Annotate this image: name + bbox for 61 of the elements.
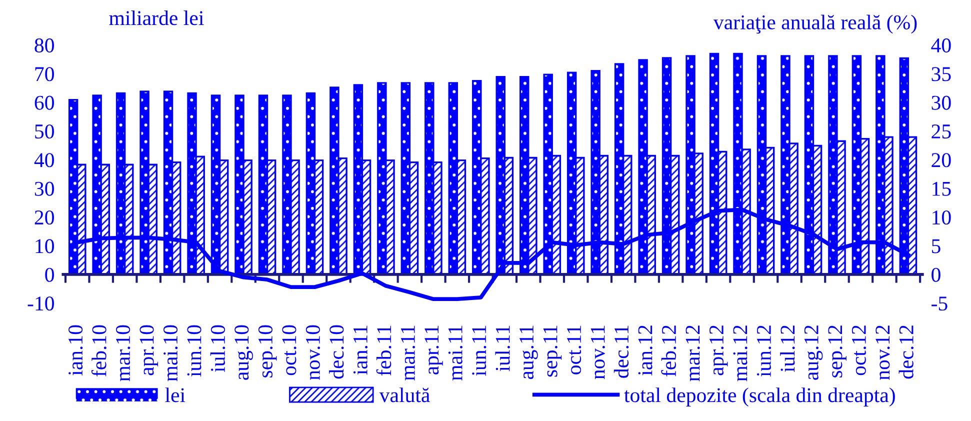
- x-tick-label: nov.11: [590, 326, 605, 380]
- x-tick-label: mar.11: [400, 326, 416, 381]
- x-tick-label: iun.11: [472, 326, 486, 376]
- x-tick-label: dec.11: [614, 326, 629, 378]
- x-tick-label: aug.11: [520, 326, 538, 380]
- x-tick-label: aug.12: [804, 326, 823, 380]
- x-tick-label: mai.11: [448, 326, 462, 381]
- y-tick-label: 30: [34, 182, 54, 196]
- x-tick-label: iul.10: [210, 325, 226, 372]
- y-tick-label: 10: [36, 239, 54, 254]
- y2-tick-label: 5: [932, 239, 940, 254]
- x-tick-label: sep.12: [828, 326, 846, 378]
- x-tick-label: iul.12: [780, 326, 795, 372]
- x-tick-label: ian.12: [638, 326, 652, 376]
- x-tick-label: iul.11: [495, 326, 510, 372]
- x-tick-label: mai.12: [733, 326, 748, 382]
- x-tick-label: ian.11: [353, 326, 368, 375]
- x-tick-label: nov.12: [876, 326, 890, 380]
- x-tick-label: iun.10: [187, 325, 202, 377]
- y2-tick-label: 30: [932, 96, 951, 110]
- x-tick-label: mar.12: [686, 326, 700, 382]
- x-tick-label: aug.10: [234, 325, 253, 380]
- y-tick-label: 50: [35, 124, 54, 139]
- y-tick-label: 0: [45, 268, 54, 282]
- y2-tick-label: -5: [932, 296, 948, 311]
- legend-label: lei: [165, 388, 186, 402]
- y-tick-label: 60: [34, 96, 54, 110]
- y2-tick-label: 35: [932, 67, 951, 82]
- x-tick-label: apr.10: [140, 325, 158, 376]
- x-tick-label: apr.12: [710, 326, 728, 376]
- x-tick-label: sep.11: [543, 326, 562, 377]
- y-tick-label: -10: [28, 296, 54, 311]
- y-axis-title: miliarde lei: [109, 10, 204, 26]
- x-tick-label: mar.10: [116, 325, 130, 382]
- x-tick-label: feb.12: [661, 326, 676, 376]
- y-tick-label: 40: [34, 153, 54, 168]
- x-tick-label: apr.11: [424, 326, 443, 374]
- x-tick-label: feb.11: [376, 326, 392, 376]
- y-tick-label: 20: [34, 210, 54, 225]
- y2-tick-label: 10: [932, 210, 951, 225]
- x-tick-label: nov.10: [306, 325, 320, 380]
- y2-tick-label: 0: [932, 268, 940, 282]
- x-tick-label: oct.11: [567, 326, 582, 374]
- x-tick-label: sep.10: [258, 325, 277, 378]
- legend-label: valută: [379, 388, 430, 402]
- x-tick-label: dec.10: [329, 325, 344, 379]
- y2-tick-label: 25: [932, 124, 951, 139]
- y2-tick-label: 20: [932, 153, 951, 168]
- y-tick-label: 70: [35, 67, 54, 82]
- y2-tick-label: 15: [932, 182, 951, 196]
- x-tick-label: oct.10: [282, 325, 296, 376]
- y2-axis-title: variaţie anuală reală (%): [713, 14, 917, 34]
- x-tick-label: oct.12: [852, 326, 866, 376]
- x-tick-label: dec.12: [898, 326, 914, 379]
- x-tick-label: feb.10: [91, 325, 106, 376]
- x-tick-label: iun.12: [756, 326, 772, 377]
- x-tick-label: ian.10: [68, 325, 83, 376]
- y2-tick-label: 40: [931, 38, 951, 52]
- legend-label: total depozite (scala din dreapta): [624, 388, 895, 406]
- y-tick-label: 80: [34, 38, 54, 52]
- x-tick-label: mai.10: [163, 325, 178, 382]
